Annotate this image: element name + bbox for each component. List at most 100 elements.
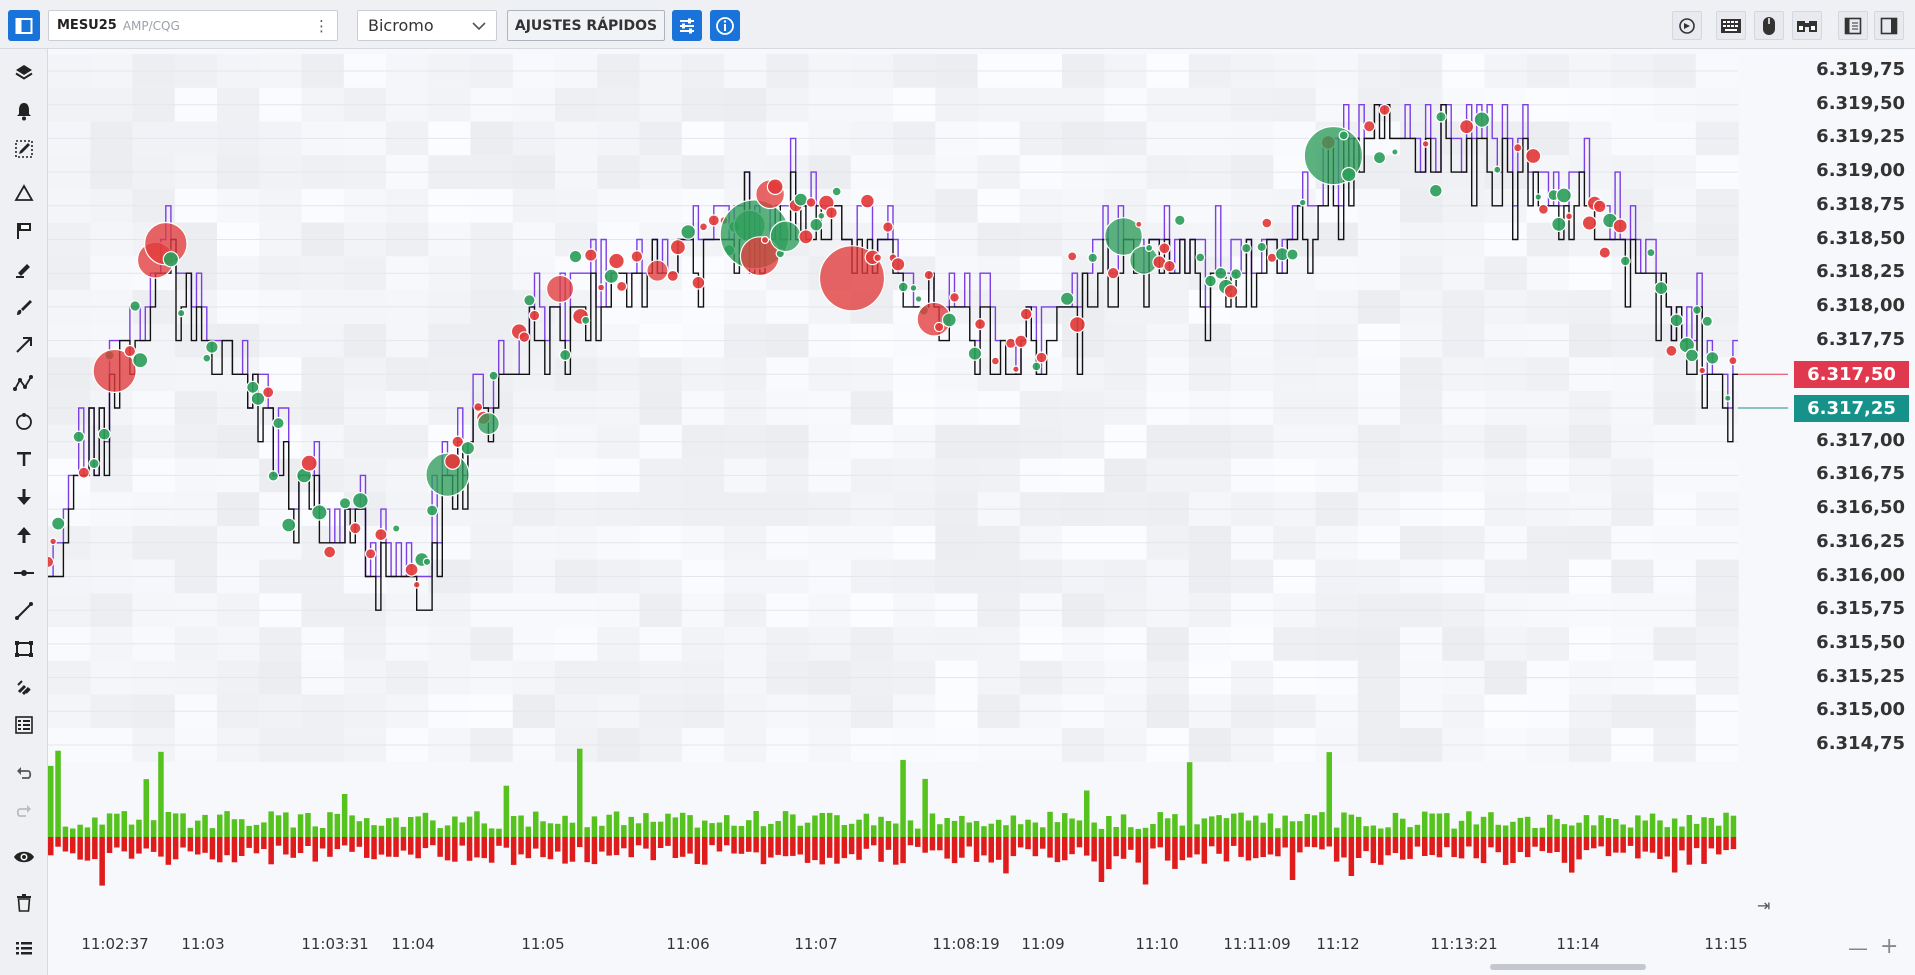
buy-bubble [1059, 291, 1075, 306]
volume-bar-down [995, 837, 1002, 860]
volume-bar-down [1693, 837, 1700, 849]
zoom-out-icon[interactable]: — [1848, 936, 1868, 960]
arrow-line-button[interactable] [10, 331, 38, 359]
volume-bar-up [1289, 821, 1296, 837]
volume-bar-up [937, 824, 943, 837]
replay-button[interactable] [1672, 11, 1702, 40]
delete-drawings-button[interactable] [10, 889, 38, 917]
volume-bar-up [1451, 828, 1457, 837]
volume-bar-down [1106, 837, 1112, 870]
volume-bar-down [327, 837, 333, 857]
buy-bubble [1555, 187, 1572, 204]
volume-bar-down [1164, 837, 1171, 861]
volume-bar-down [1422, 837, 1428, 856]
sell-arrow-button[interactable] [10, 483, 38, 511]
volume-bar-up [738, 826, 745, 837]
arrow-down-icon [17, 489, 31, 505]
volume-bar-down [1436, 837, 1443, 858]
volume-bar-up [1363, 826, 1369, 837]
volume-bar-down [981, 837, 987, 856]
trend-line-button[interactable] [10, 597, 38, 625]
volume-bar-up [481, 823, 487, 837]
buy-arrow-button[interactable] [10, 521, 38, 549]
volume-bar-down [959, 837, 965, 858]
volume-bar-up [327, 812, 333, 837]
highlighter-icon [16, 264, 30, 278]
info-button[interactable] [710, 10, 740, 41]
horizontal-scrollbar[interactable] [1490, 964, 1646, 970]
edit-drawing-button[interactable] [10, 135, 38, 163]
objects-list-button[interactable] [10, 934, 38, 962]
volume-bar-down [1451, 837, 1457, 857]
undo-button[interactable] [10, 759, 38, 787]
price-axis[interactable]: 6.319,75 6.319,50 6.319,25 6.319,00 6.318,75… [1788, 49, 1915, 929]
rectangle-tool-button[interactable] [10, 635, 38, 663]
sell-bubble [805, 197, 817, 208]
volume-bar-up [496, 828, 502, 837]
sell-bubble [451, 435, 464, 449]
volume-bar-up [643, 813, 649, 837]
sell-bubble [1525, 147, 1542, 165]
highlighter-button[interactable] [10, 255, 38, 283]
right-panel-button[interactable] [1874, 11, 1904, 40]
keyboard-button[interactable] [1716, 11, 1746, 40]
brush-button[interactable] [10, 293, 38, 321]
chart-settings-button[interactable] [672, 10, 702, 41]
chart-plot-area[interactable] [48, 49, 1788, 929]
volume-bar-up [966, 822, 972, 837]
text-tool-button[interactable] [10, 445, 38, 473]
zoom-in-icon[interactable]: + [1880, 934, 1899, 959]
volume-bar-up [1260, 822, 1266, 837]
buy-bubble [1724, 394, 1732, 402]
volume-bar-up [1466, 811, 1472, 837]
time-label: 11:09 [1021, 935, 1065, 953]
horizontal-line-button[interactable] [10, 559, 38, 587]
volume-bar-up [1010, 815, 1017, 837]
panel-toggle-button[interactable] [8, 10, 40, 41]
visibility-button[interactable] [10, 843, 38, 871]
binoculars-button[interactable] [1792, 11, 1822, 40]
volume-bar-up [768, 823, 774, 837]
scroll-to-end-icon[interactable]: ⇥ [1757, 896, 1771, 915]
volume-bar-up [1730, 815, 1737, 837]
buy-bubble [581, 315, 591, 325]
volume-bar-up [702, 820, 708, 837]
volume-bar-down [121, 837, 127, 852]
symbol-search-input[interactable]: MESU25 AMP/CQG ⋮ [48, 10, 338, 41]
buy-bubble [967, 346, 983, 361]
volume-bar-up [1701, 817, 1707, 837]
redo-button[interactable] [10, 797, 38, 825]
flag-tool-button[interactable] [10, 217, 38, 245]
volume-bar-down [239, 837, 245, 856]
price-label: 6.318,00 [1816, 294, 1905, 316]
layers-icon [15, 65, 33, 80]
volume-bar-down [364, 837, 370, 858]
sell-bubble [1158, 242, 1171, 255]
mouse-button[interactable] [1754, 11, 1784, 40]
volume-bar-down [738, 837, 745, 854]
volume-bar-down [782, 837, 789, 857]
chart-type-select[interactable]: Bicromo [357, 10, 497, 41]
volume-bar-down [106, 837, 113, 853]
more-options-icon[interactable]: ⋮ [314, 16, 329, 35]
volume-bar-up [1194, 824, 1200, 837]
layers-button[interactable] [10, 59, 38, 87]
magnet-button[interactable] [10, 673, 38, 701]
volume-bar-down [547, 837, 554, 860]
volume-bar-down [224, 837, 230, 856]
buy-bubble [1195, 252, 1206, 263]
volume-bar-up [929, 813, 936, 837]
price-label: 6.317,75 [1816, 328, 1905, 350]
zigzag-pattern-button[interactable] [10, 369, 38, 397]
quick-settings-button[interactable]: AJUSTES RÁPIDOS [507, 10, 665, 41]
alert-button[interactable] [10, 97, 38, 125]
triangle-tool-button[interactable] [10, 179, 38, 207]
volume-bar-up [1627, 827, 1634, 837]
order-list-button[interactable] [10, 711, 38, 739]
buy-bubble [205, 340, 219, 354]
circle-tool-button[interactable] [10, 407, 38, 435]
volume-bar-up [452, 816, 458, 837]
volume-bar-up [1576, 822, 1582, 837]
left-panel-button[interactable] [1838, 11, 1868, 40]
sell-bubble [890, 257, 906, 272]
